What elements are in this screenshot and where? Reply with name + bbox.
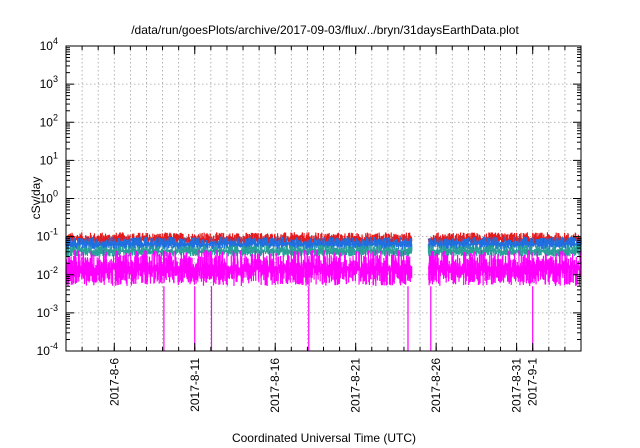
x-tick-label: 2017-8-31	[510, 358, 524, 413]
x-axis: 2017-8-6 2017-8-11 2017-8-16 2017-8-21 2017-…	[81, 46, 566, 413]
x-tick-label: 2017-8-11	[188, 358, 202, 412]
y-tick-label: 103	[40, 74, 58, 91]
y-tick-label: 104	[40, 36, 58, 53]
y-tick-label: 10-2	[37, 265, 58, 282]
series-layer	[65, 232, 582, 351]
x-axis-label: Coordinated Universal Time (UTC)	[232, 431, 416, 445]
x-tick-label: 2017-9-1	[526, 358, 540, 406]
y-tick-label: 10-1	[37, 227, 58, 244]
y-tick-label: 10-4	[37, 341, 58, 358]
y-axis-label: cSv/day	[29, 177, 43, 220]
chart-title: /data/run/goesPlots/archive/2017-09-03/f…	[131, 23, 519, 37]
x-tick-label: 2017-8-21	[349, 358, 363, 413]
series-3-line	[65, 249, 582, 351]
x-tick-label: 2017-8-6	[107, 358, 121, 406]
x-tick-label: 2017-8-16	[268, 358, 282, 413]
x-tick-label: 2017-8-26	[429, 358, 443, 413]
y-tick-label: 10-3	[37, 303, 58, 320]
grid	[66, 45, 581, 352]
y-tick-label: 102	[40, 112, 58, 129]
y-tick-label: 101	[40, 150, 58, 167]
